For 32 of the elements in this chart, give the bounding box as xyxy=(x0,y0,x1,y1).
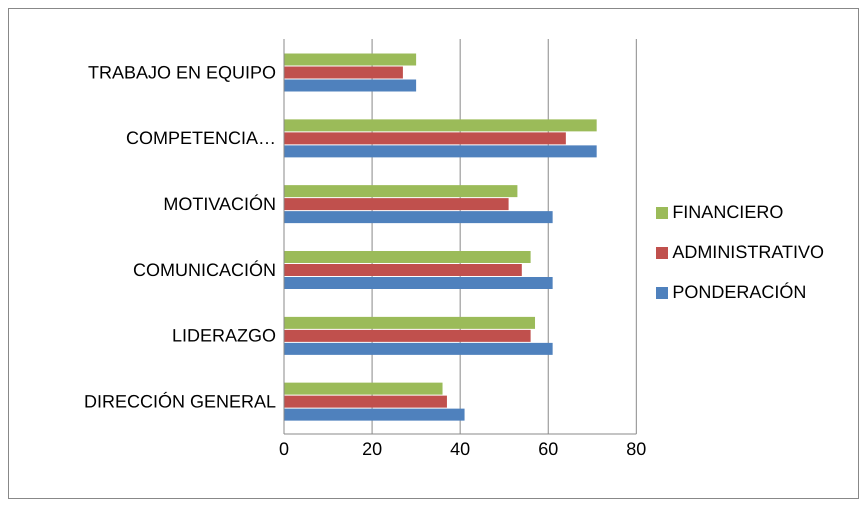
x-tick-label: 20 xyxy=(362,438,382,459)
bar xyxy=(284,264,522,276)
x-tick-label: 40 xyxy=(450,438,470,459)
bar xyxy=(284,382,443,395)
bar xyxy=(284,316,536,329)
legend-label: PONDERACIÓN xyxy=(672,282,806,302)
bar xyxy=(284,66,403,78)
x-tick-label: 0 xyxy=(278,438,290,459)
y-tick-label: LIDERAZGO xyxy=(172,326,276,346)
bar xyxy=(284,276,553,289)
y-tick-label: COMUNICACIÓN xyxy=(133,260,276,280)
legend-label: ADMINISTRATIVO xyxy=(672,242,824,262)
y-tick-label: MOTIVACIÓN xyxy=(163,194,276,214)
x-tick-label: 80 xyxy=(626,438,646,459)
bar xyxy=(284,53,416,66)
bar xyxy=(284,79,416,92)
bar xyxy=(284,211,553,224)
bar xyxy=(284,185,518,198)
bar xyxy=(284,396,447,408)
y-tick-label: COMPETENCIA… xyxy=(126,128,276,148)
bar xyxy=(284,250,531,263)
bar xyxy=(284,198,509,210)
bar xyxy=(284,132,566,144)
legend-label: FINANCIERO xyxy=(672,202,784,222)
x-tick-label: 60 xyxy=(538,438,558,459)
y-tick-label: DIRECCIÓN GENERAL xyxy=(84,391,276,412)
bar xyxy=(284,145,597,158)
y-tick-label: TRABAJO EN EQUIPO xyxy=(88,62,276,82)
bar xyxy=(284,342,553,355)
bar xyxy=(284,408,465,421)
bar xyxy=(284,119,597,132)
bar xyxy=(284,330,531,342)
